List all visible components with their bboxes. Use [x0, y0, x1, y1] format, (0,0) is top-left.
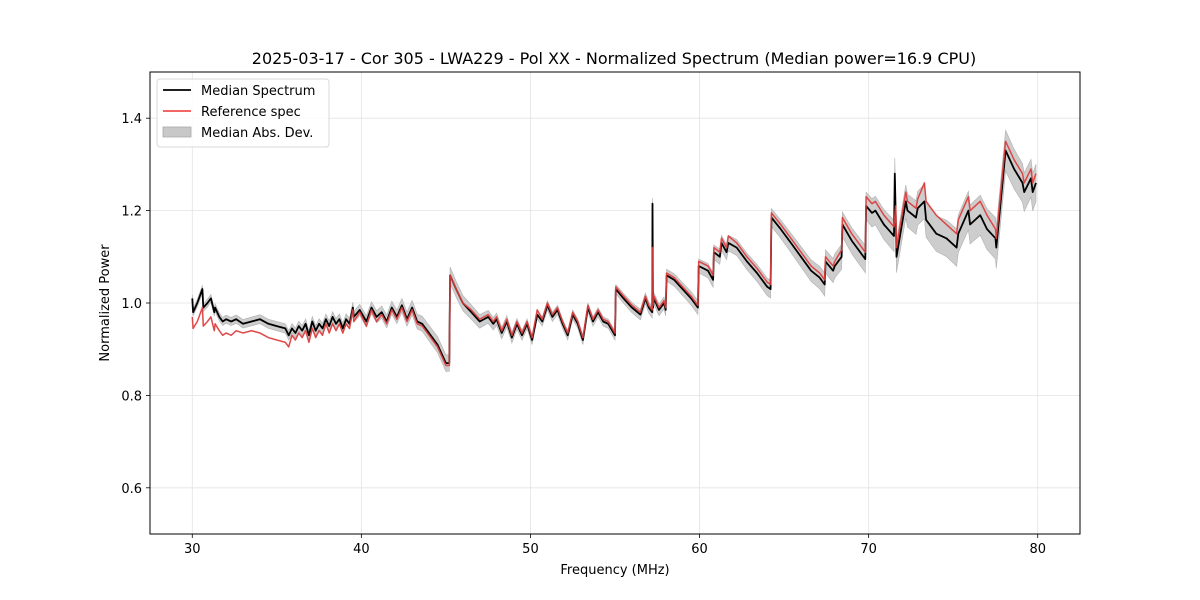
x-axis: 30 40 50 60 70 80: [184, 534, 1046, 557]
legend-label-median: Median Spectrum: [201, 84, 315, 99]
x-axis-label: Frequency (MHz): [560, 563, 669, 578]
chart-title: 2025-03-17 - Cor 305 - LWA229 - Pol XX -…: [252, 49, 976, 68]
x-tick-label: 40: [353, 542, 370, 557]
x-tick-label: 80: [1029, 542, 1046, 557]
y-tick-label: 1.4: [121, 112, 142, 127]
x-tick-label: 70: [860, 542, 877, 557]
legend-label-mad: Median Abs. Dev.: [201, 126, 313, 141]
legend-frame: [156, 78, 330, 148]
overlap-line: [191, 140, 1037, 366]
median-spectrum-line: [191, 149, 1037, 364]
y-axis: 0.6 0.8 1.0 1.2 1.4: [121, 112, 150, 497]
legend: Median Spectrum Reference spec Median Ab…: [156, 78, 330, 148]
y-tick-label: 1.0: [121, 297, 142, 312]
legend-mad-patch-icon: [162, 126, 192, 138]
y-tick-label: 0.6: [121, 482, 142, 497]
y-tick-label: 0.8: [121, 389, 142, 404]
reference-spectrum-line: [191, 140, 1037, 367]
y-tick-label: 1.2: [121, 205, 142, 220]
y-axis-label: Normalized Power: [98, 244, 113, 362]
series-lines: [191, 140, 1037, 367]
legend-label-reference: Reference spec: [201, 105, 301, 120]
x-tick-label: 60: [691, 542, 708, 557]
x-tick-label: 30: [184, 542, 201, 557]
x-tick-label: 50: [522, 542, 539, 557]
